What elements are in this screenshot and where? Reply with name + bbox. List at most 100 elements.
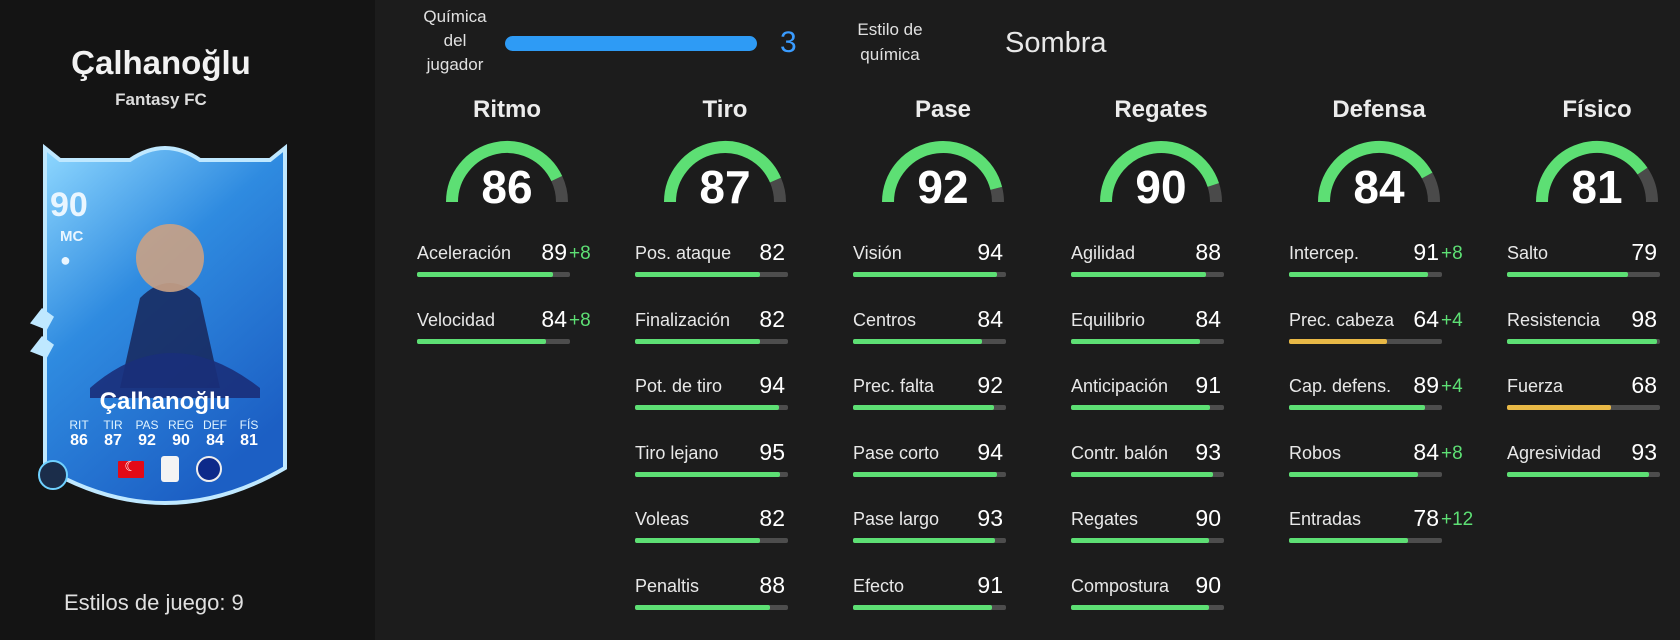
card-stat: DEF 84 — [200, 418, 230, 450]
gauge-track — [1637, 167, 1658, 203]
card-stat-label: PAS — [135, 418, 159, 432]
attribute-boost: +8 — [569, 309, 591, 331]
attribute-row[interactable]: Anticipación 91 — [1071, 372, 1261, 416]
attribute-bar-fill — [1289, 538, 1409, 543]
gauge-fill — [882, 141, 1003, 203]
attribute-row[interactable]: Voleas 82 — [635, 505, 825, 549]
attribute-row[interactable]: Regates 90 — [1071, 505, 1261, 549]
player-card[interactable]: 90 MC ● Çalhanoğlu RIT 86 TIR 87 PAS 92 REG… — [30, 138, 300, 514]
attribute-row[interactable]: Efecto 91 — [853, 572, 1043, 616]
attribute-value: 84 — [1195, 305, 1221, 332]
attribute-name: Pase corto — [853, 442, 940, 463]
attribute-row[interactable]: Intercep. 91 +8 — [1289, 239, 1479, 283]
attribute-name: Aceleración — [417, 243, 512, 263]
attribute-value: 91 — [1413, 239, 1439, 265]
player-name: Çalhanoğlu — [71, 44, 251, 81]
attribute-row[interactable]: Finalización 82 — [635, 306, 825, 350]
attribute-name: Salto — [1507, 243, 1549, 263]
attribute-row[interactable]: Equilibrio 84 — [1071, 306, 1261, 350]
attribute-row[interactable]: Cap. defens. 89 +4 — [1289, 372, 1479, 416]
attribute-row[interactable]: Agresividad 93 — [1507, 439, 1680, 483]
attribute-bar-fill — [853, 471, 997, 477]
attribute-row[interactable]: Resistencia 98 — [1507, 306, 1680, 350]
gauge-fill — [446, 141, 563, 203]
chem-style-value[interactable]: Sombra — [1005, 27, 1107, 59]
attribute-row[interactable]: Centros 84 — [853, 306, 1043, 350]
attribute-row[interactable]: Tiro lejano 95 — [635, 439, 825, 483]
attribute-row[interactable]: Pase largo 93 — [853, 505, 1043, 549]
attribute-bar-fill — [1071, 272, 1206, 277]
role-icon: ● — [60, 250, 71, 270]
gauge-fill — [1100, 141, 1220, 203]
attribute-row[interactable]: Pot. de tiro 94 — [635, 372, 825, 416]
playstyles-count[interactable]: Estilos de juego: 9 — [64, 590, 244, 615]
attribute-name: Penaltis — [635, 575, 700, 596]
attribute-name: Robos — [1289, 442, 1342, 463]
gauge-fill — [1536, 141, 1648, 203]
attribute-row[interactable]: Aceleración 89 +8 — [417, 239, 607, 283]
stat-column-title: Pase — [914, 96, 972, 123]
chemistry-bar — [505, 36, 757, 51]
attribute-bar-fill — [635, 471, 781, 477]
stat-column-value: 87 — [699, 161, 751, 213]
attribute-bar — [853, 338, 1006, 344]
attribute-bar-fill — [1289, 272, 1429, 277]
attribute-value: 82 — [759, 305, 785, 332]
gauge-track — [769, 177, 786, 203]
attribute-value: 84 — [541, 305, 567, 332]
attribute-bar — [1507, 405, 1660, 410]
attribute-name: Pot. de tiro — [635, 376, 723, 396]
attribute-bar-fill — [417, 272, 554, 277]
attribute-row[interactable]: Visión 94 — [853, 239, 1043, 283]
attribute-row[interactable]: Pase corto 94 — [853, 439, 1043, 483]
stat-column-value: 86 — [481, 161, 533, 213]
attribute-bar — [1289, 338, 1442, 344]
attribute-value: 64 — [1413, 305, 1439, 332]
card-stat-value: 90 — [172, 432, 190, 449]
attribute-bar — [417, 272, 570, 277]
card-stat-label: DEF — [203, 418, 227, 432]
gauge-track — [551, 176, 568, 203]
card-stat-label: TIR — [103, 418, 123, 432]
attribute-value: 98 — [1631, 305, 1657, 332]
attribute-bar-fill — [853, 272, 997, 277]
attribute-bar — [1071, 272, 1224, 277]
attribute-bar — [1289, 272, 1442, 277]
attribute-bar — [1507, 471, 1660, 477]
attribute-row[interactable]: Pos. ataque 82 — [635, 239, 825, 283]
attribute-boost: +4 — [1441, 376, 1463, 397]
attribute-row[interactable]: Agilidad 88 — [1071, 239, 1261, 283]
club-badge-icon — [195, 456, 222, 482]
attribute-row[interactable]: Prec. falta 92 — [853, 372, 1043, 416]
attribute-row[interactable]: Penaltis 88 — [635, 572, 825, 616]
attribute-bar — [635, 338, 788, 344]
attribute-row[interactable]: Salto 79 — [1507, 239, 1680, 283]
attribute-row[interactable]: Compostura 90 — [1071, 572, 1261, 616]
card-stat-label: FÍS — [239, 418, 259, 432]
attribute-bar-fill — [1507, 272, 1628, 277]
attribute-row[interactable]: Contr. balón 93 — [1071, 439, 1261, 483]
league-badge-icon — [160, 456, 179, 482]
gauge-fill — [1318, 141, 1433, 203]
card-stat: FÍS 81 — [234, 418, 264, 450]
turkey-flag-icon — [118, 458, 145, 478]
card-stat-label: RIT — [69, 418, 89, 432]
attribute-value: 95 — [759, 438, 785, 465]
attribute-row[interactable]: Fuerza 68 — [1507, 372, 1680, 416]
attribute-row[interactable]: Prec. cabeza 64 +4 — [1289, 306, 1479, 350]
card-stat: TIR 87 — [98, 418, 128, 450]
attribute-value: 91 — [1195, 372, 1221, 398]
stat-column-title: Ritmo — [473, 96, 541, 123]
attribute-row[interactable]: Entradas 78 +12 — [1289, 505, 1479, 549]
card-stat-value: 81 — [240, 432, 258, 449]
attribute-value: 88 — [759, 571, 785, 598]
attribute-bar — [1071, 604, 1224, 610]
stat-column-value: 81 — [1571, 161, 1623, 213]
attribute-row[interactable]: Velocidad 84 +8 — [417, 306, 607, 350]
attribute-bar — [1289, 471, 1442, 477]
attribute-name: Agilidad — [1071, 243, 1136, 263]
attribute-row[interactable]: Robos 84 +8 — [1289, 439, 1479, 483]
stat-column-title: Tiro — [702, 96, 748, 123]
attribute-name: Voleas — [635, 509, 690, 529]
card-stat-label: REG — [167, 418, 194, 432]
